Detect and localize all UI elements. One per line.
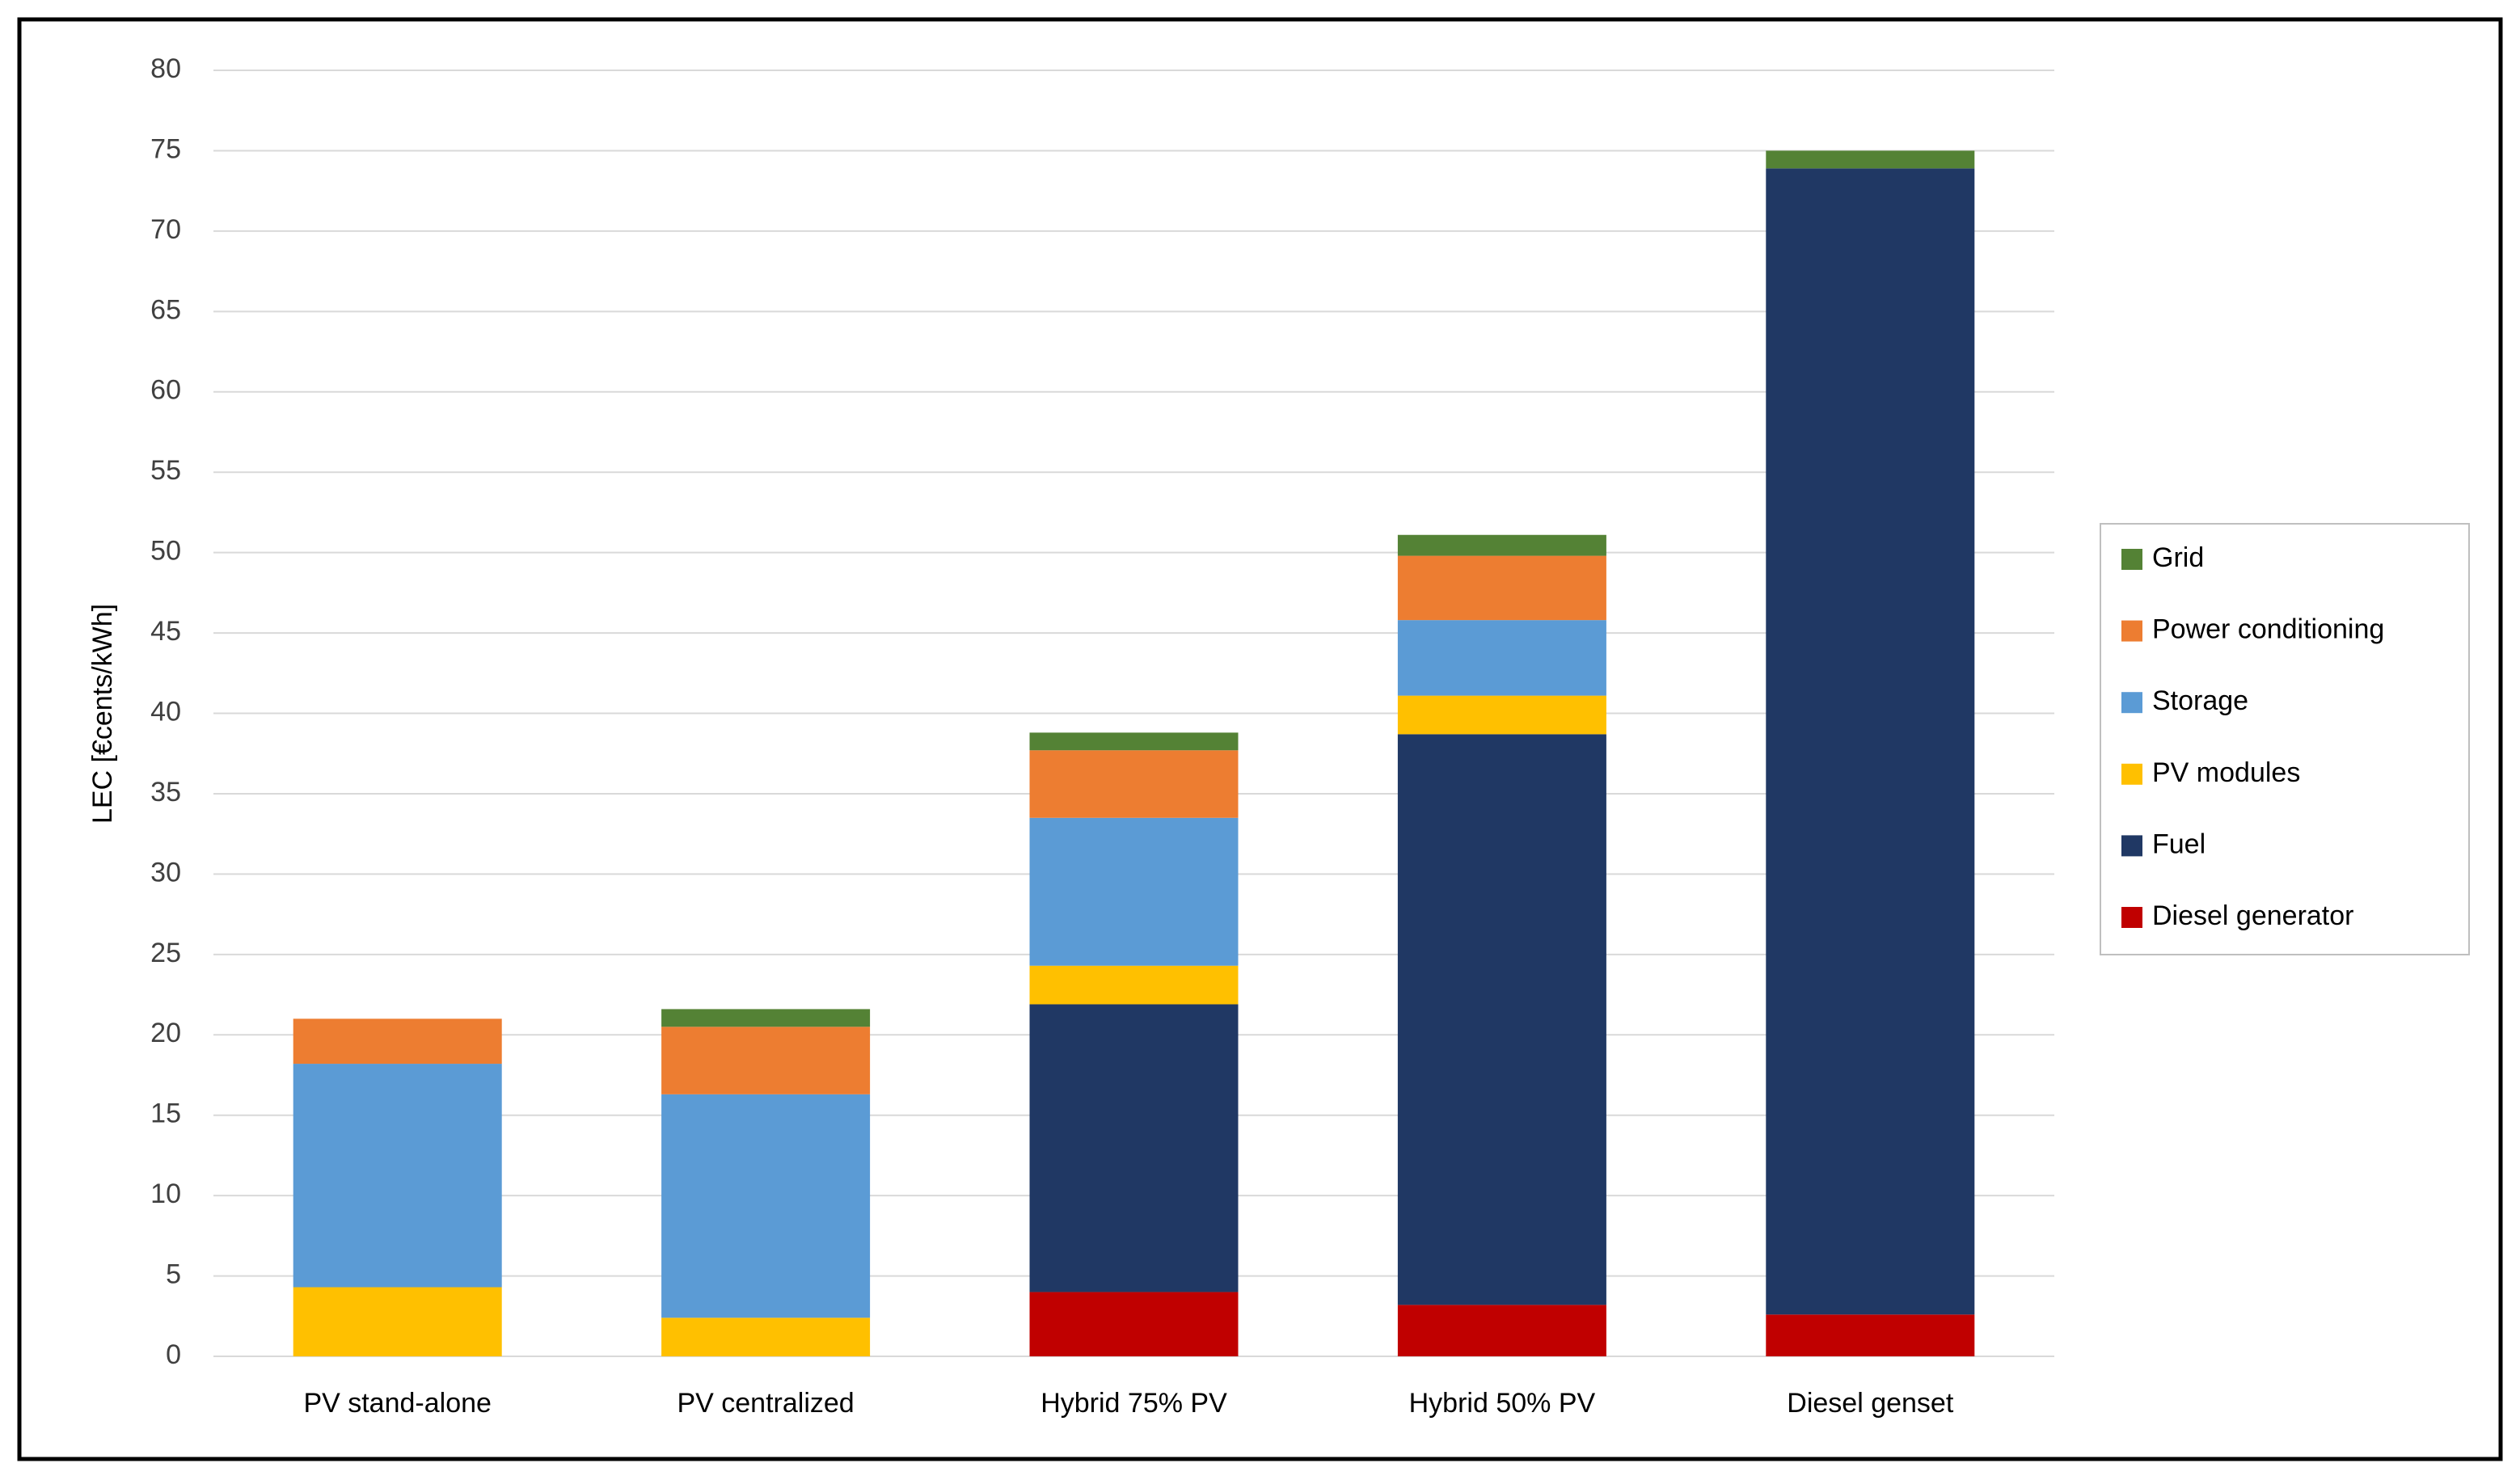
y-tick-label: 45	[150, 616, 181, 647]
bar-segment	[1397, 620, 1606, 696]
y-tick-label: 55	[150, 455, 181, 486]
legend-box	[2100, 523, 2470, 955]
y-tick-label: 20	[150, 1018, 181, 1048]
bar-segment	[1029, 732, 1239, 751]
bar-segment	[661, 1318, 871, 1356]
legend-label: Power conditioning	[2152, 614, 2384, 645]
bar-segment	[1766, 1314, 1975, 1356]
y-tick-label: 30	[150, 857, 181, 888]
bar-segment	[1397, 534, 1606, 556]
bar-segment	[1029, 1292, 1239, 1356]
legend-swatch	[2121, 549, 2142, 570]
x-tick-label: Hybrid 75% PV	[1041, 1388, 1227, 1419]
y-tick-label: 15	[150, 1098, 181, 1129]
bar-segment	[1397, 555, 1606, 621]
y-axis-title: LEC [€cents/kWh]	[87, 604, 118, 824]
bar-segment	[1029, 750, 1239, 818]
bar-segment	[661, 1009, 871, 1027]
legend-swatch	[2121, 692, 2142, 714]
x-tick-label: PV stand-alone	[303, 1388, 492, 1419]
bar-segment	[293, 1064, 502, 1288]
bar-segment	[1029, 817, 1239, 966]
y-tick-label: 80	[150, 53, 181, 84]
bar-segment	[1766, 150, 1975, 169]
bar-segment	[1397, 1305, 1606, 1356]
legend-label: Grid	[2152, 542, 2204, 573]
legend-label: Fuel	[2152, 829, 2206, 859]
bar-segment	[293, 1287, 502, 1356]
bar-segment	[1397, 734, 1606, 1305]
legend-swatch	[2121, 620, 2142, 642]
legend-label: Storage	[2152, 685, 2248, 716]
legend-label: PV modules	[2152, 757, 2300, 788]
legend-swatch	[2121, 835, 2142, 857]
bar-segment	[293, 1018, 502, 1065]
y-tick-label: 35	[150, 777, 181, 807]
bar-segment	[661, 1027, 871, 1094]
legend-swatch	[2121, 763, 2142, 785]
bar-segment	[1766, 168, 1975, 1315]
y-tick-label: 0	[166, 1339, 181, 1370]
bar-segment	[1029, 965, 1239, 1005]
legend-swatch	[2121, 907, 2142, 928]
x-tick-label: Hybrid 50% PV	[1409, 1388, 1596, 1419]
x-tick-label: Diesel genset	[1787, 1388, 1954, 1419]
bar-segment	[1029, 1004, 1239, 1292]
bar-segment	[1397, 695, 1606, 735]
legend-label: Diesel generator	[2152, 900, 2353, 931]
y-tick-label: 75	[150, 133, 181, 164]
x-tick-label: PV centralized	[677, 1388, 854, 1419]
bar-segment	[661, 1094, 871, 1318]
y-tick-label: 70	[150, 214, 181, 245]
y-tick-label: 10	[150, 1179, 181, 1209]
y-tick-label: 50	[150, 536, 181, 567]
y-tick-label: 5	[166, 1259, 181, 1290]
y-tick-label: 40	[150, 696, 181, 727]
y-tick-label: 65	[150, 294, 181, 325]
y-tick-label: 60	[150, 375, 181, 406]
y-tick-label: 25	[150, 938, 181, 968]
